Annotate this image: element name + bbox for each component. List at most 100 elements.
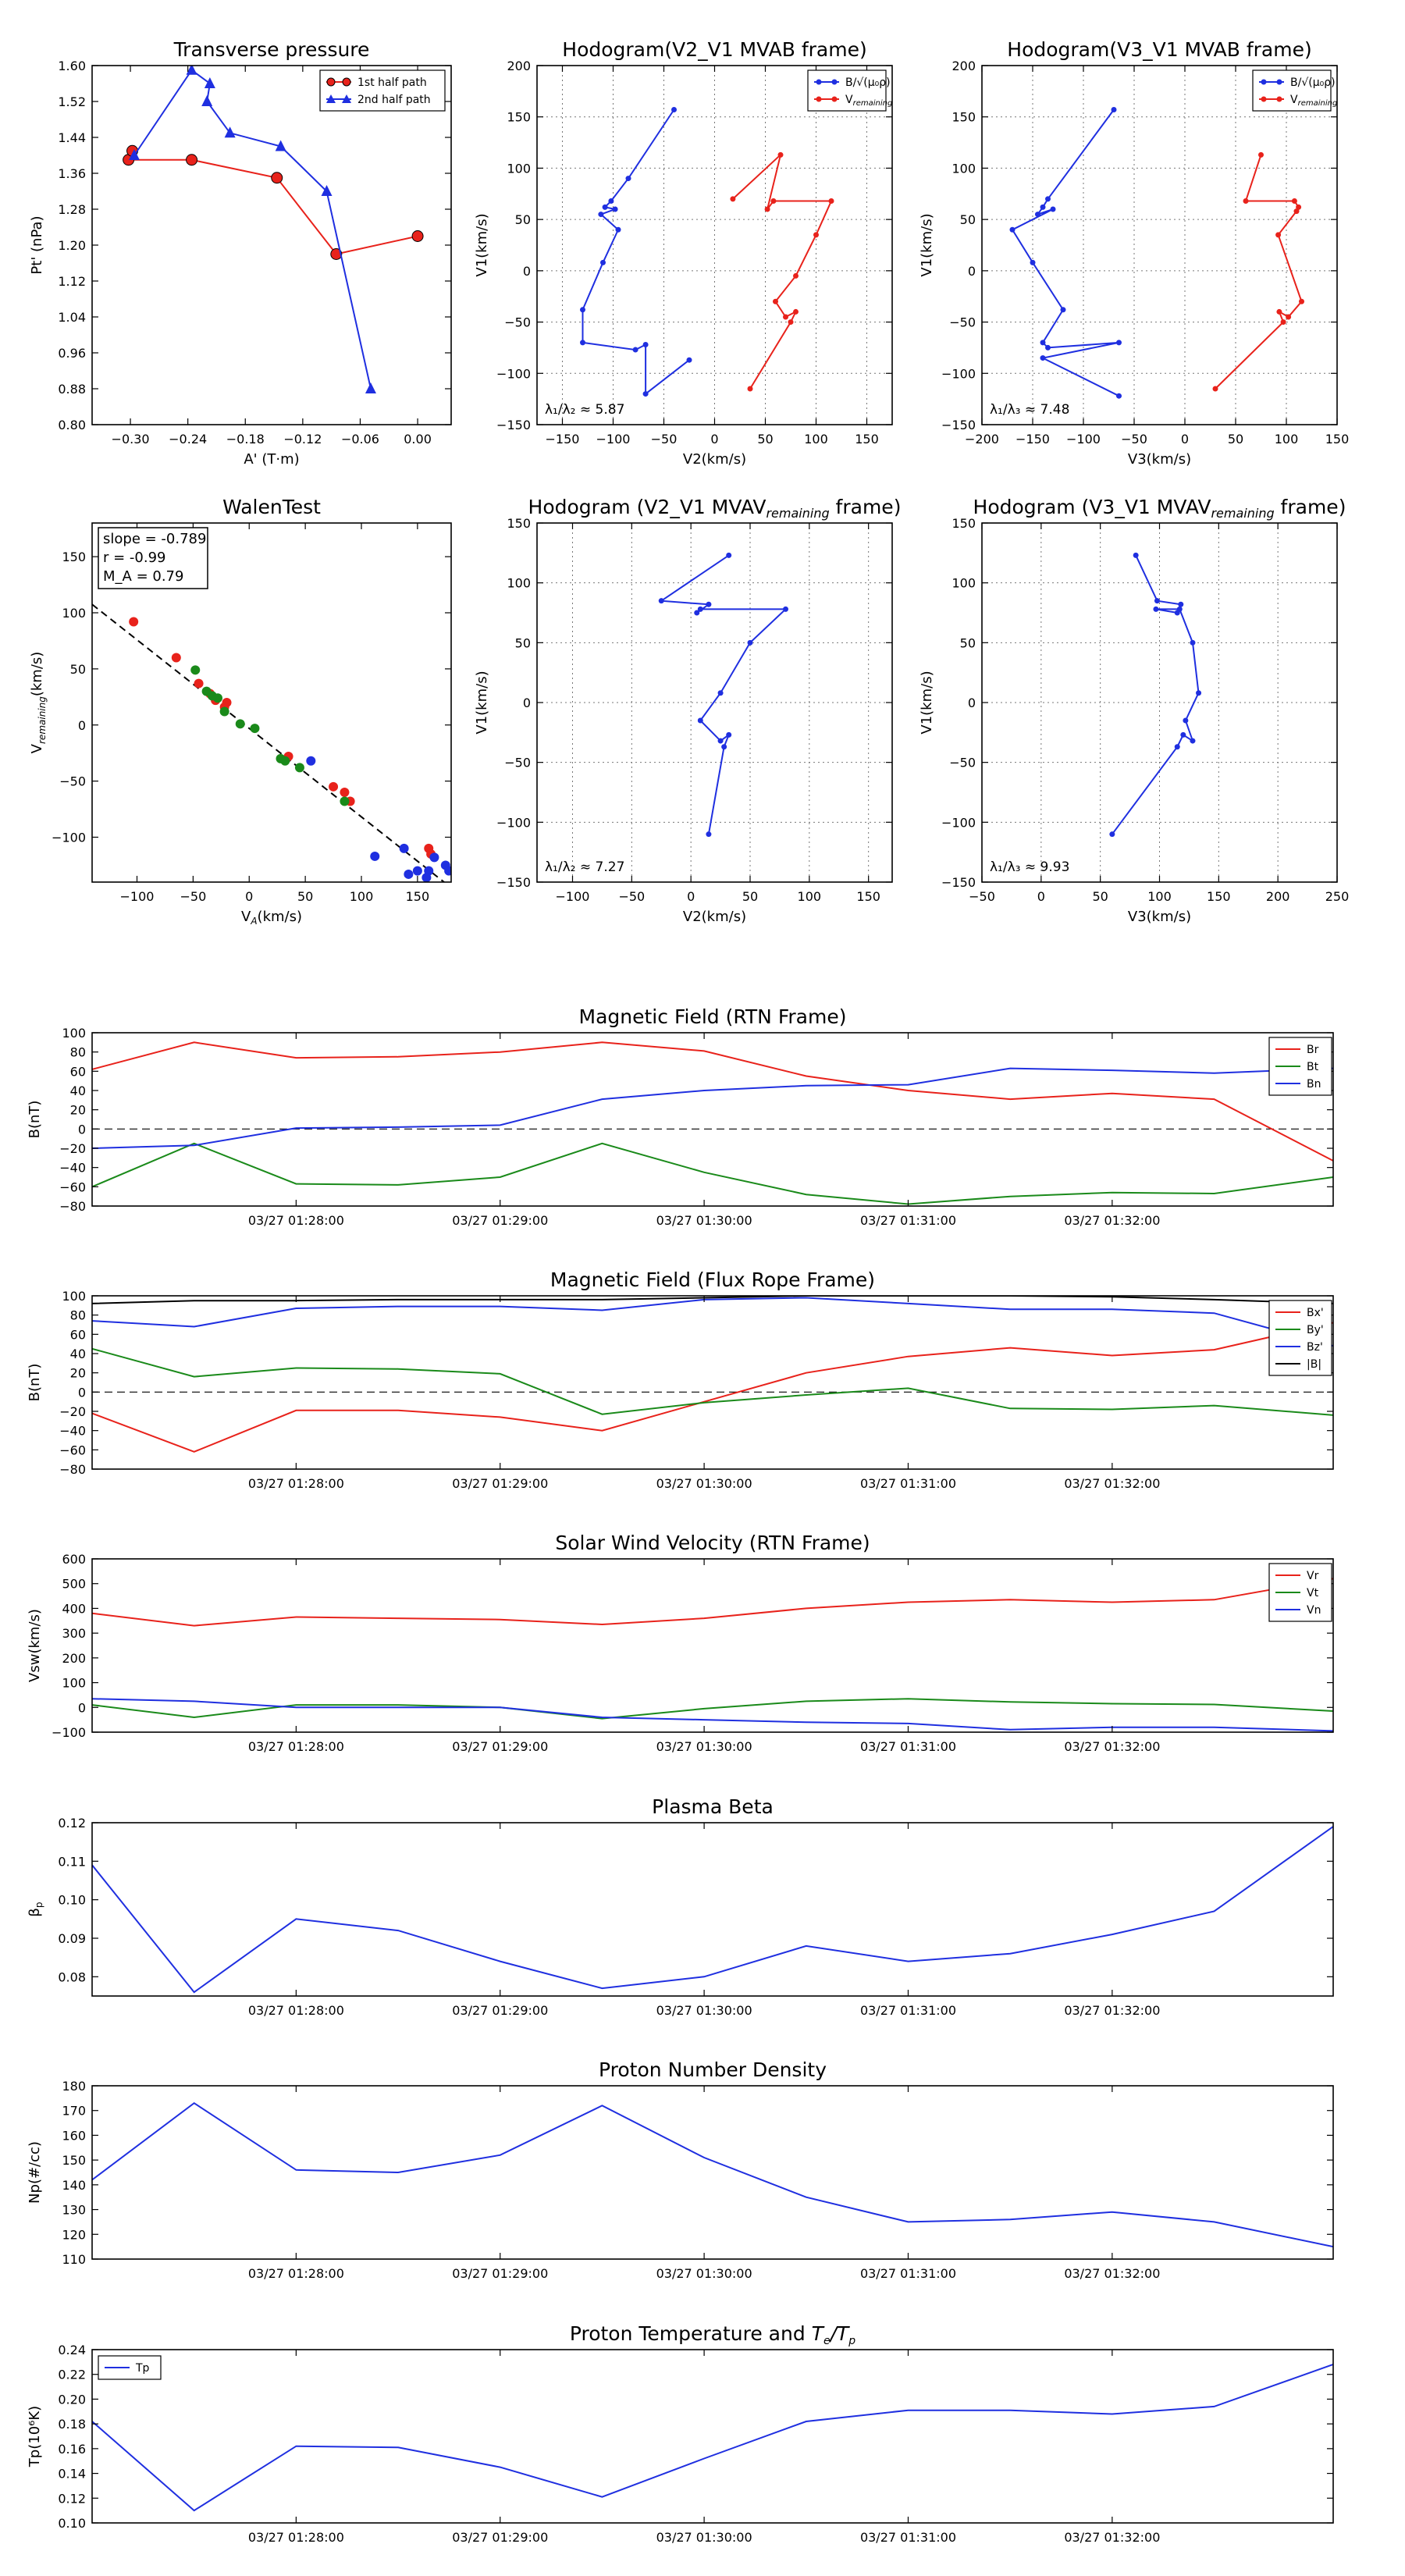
data-point: [429, 852, 439, 862]
data-point: [220, 707, 229, 717]
x-tick-label: 03/27 01:31:00: [860, 1213, 956, 1228]
x-tick-label: 0: [1181, 432, 1189, 447]
series-line-bx: [92, 1323, 1333, 1452]
y-tick-label: 0: [523, 696, 531, 710]
series-line-vr: [92, 1578, 1333, 1625]
data-point: [793, 273, 799, 279]
data-point: [400, 844, 409, 853]
data-point: [698, 718, 703, 724]
y-tick-label: 50: [960, 212, 976, 227]
y-axis-label: Vsw(km/s): [27, 1609, 43, 1682]
data-point: [773, 299, 778, 304]
x-tick-label: 03/27 01:31:00: [860, 2530, 956, 2545]
x-tick-label: 03/27 01:29:00: [452, 2530, 548, 2545]
x-tick-label: 03/27 01:31:00: [860, 2003, 956, 2018]
data-point: [783, 315, 788, 320]
y-tick-label: 0.10: [58, 2516, 86, 2531]
data-point: [1040, 340, 1046, 345]
plot-area: [92, 1042, 1333, 1204]
series-line-b: [1112, 555, 1199, 834]
data-point: [613, 207, 618, 212]
y-tick-label: 20: [70, 1366, 86, 1381]
x-tick-label: 03/27 01:31:00: [860, 2266, 956, 2281]
y-tick-label: −100: [52, 831, 86, 845]
chart-title: Hodogram (V2_V1 MVAVremaining frame): [528, 496, 902, 521]
x-tick-label: −0.12: [283, 432, 322, 447]
y-tick-label: 50: [960, 635, 976, 650]
y-tick-label: 500: [62, 1577, 86, 1592]
y-tick-label: 0: [968, 264, 976, 279]
x-tick-label: −50: [969, 889, 995, 904]
data-point: [730, 196, 735, 201]
data-point: [1153, 607, 1158, 612]
y-tick-label: −20: [59, 1404, 86, 1419]
x-axis-label: VA(km/s): [241, 909, 302, 927]
y-tick-label: 170: [62, 2104, 86, 2119]
x-tick-label: 100: [350, 889, 374, 904]
x-tick-label: 03/27 01:28:00: [248, 1213, 344, 1228]
chart-mag-flux-rope: Magnetic Field (Flux Rope Frame) 03/27 01…: [27, 1268, 1333, 1491]
y-tick-label: 80: [70, 1045, 86, 1060]
data-point: [706, 602, 711, 607]
x-tick-label: 03/27 01:32:00: [1064, 1739, 1160, 1754]
data-point: [444, 866, 454, 876]
x-tick-label: 50: [757, 432, 773, 447]
y-tick-label: 1.12: [58, 274, 86, 289]
data-point: [1286, 315, 1291, 320]
y-tick-label: 0: [523, 264, 531, 279]
y-tick-label: 0.10: [58, 1893, 86, 1908]
chart-proton-density: Proton Number Density03/27 01:28:00 03/27…: [27, 2058, 1333, 2281]
plot-area: [92, 1578, 1333, 1731]
y-tick-label: 1.36: [58, 166, 86, 181]
chart-mag-rtn: Magnetic Field (RTN Frame)03/27 01:28:00…: [27, 1005, 1333, 1228]
y-tick-label: 150: [507, 110, 531, 125]
plot-area: [92, 2103, 1333, 2247]
x-tick-label: 03/27 01:32:00: [1064, 1476, 1160, 1491]
y-axis-label: B(nT): [27, 1364, 43, 1402]
y-tick-label: 60: [70, 1327, 86, 1342]
legend-marker: [1277, 80, 1282, 85]
x-tick-label: −100: [556, 889, 590, 904]
x-tick-label: 0: [245, 889, 253, 904]
x-tick-label: −50: [1121, 432, 1147, 447]
data-point: [422, 873, 431, 882]
x-tick-label: 200: [1266, 889, 1290, 904]
data-point: [1175, 744, 1180, 749]
data-point: [1116, 393, 1122, 399]
data-point: [1045, 196, 1051, 201]
x-tick-label: 03/27 01:28:00: [248, 2266, 344, 2281]
series-line-tp: [92, 2364, 1333, 2510]
x-tick-label: 03/27 01:29:00: [452, 2266, 548, 2281]
data-point: [194, 679, 204, 688]
y-tick-label: 200: [62, 1651, 86, 1666]
y-axis-label: V1(km/s): [919, 213, 935, 276]
y-tick-label: 100: [62, 606, 86, 621]
x-tick-label: −200: [965, 432, 999, 447]
data-point: [616, 227, 621, 233]
x-tick-label: 03/27 01:28:00: [248, 2003, 344, 2018]
data-point: [1281, 319, 1286, 325]
data-point: [580, 340, 585, 345]
x-axis-label: V3(km/s): [1128, 451, 1191, 468]
legend-label: Bt: [1307, 1061, 1319, 1073]
y-tick-label: 200: [951, 59, 976, 73]
data-point: [1010, 227, 1016, 233]
x-tick-label: 03/27 01:30:00: [656, 2003, 752, 2018]
x-axis-label: V2(km/s): [683, 909, 746, 925]
y-tick-label: 200: [507, 59, 531, 73]
data-point: [1180, 732, 1186, 738]
y-tick-label: 0.20: [58, 2392, 86, 2407]
plot-area: [1010, 107, 1305, 399]
chart-walen-test: WalenTest−100 −50 0 50 100 150−100−5005010015…: [29, 496, 454, 927]
plot-frame: [92, 1823, 1333, 1996]
data-point: [1292, 198, 1297, 204]
y-tick-label: −50: [504, 315, 531, 330]
y-tick-label: 1.44: [58, 130, 86, 145]
data-point: [598, 212, 603, 217]
y-tick-label: 50: [515, 635, 531, 650]
x-tick-label: 03/27 01:30:00: [656, 2530, 752, 2545]
x-tick-label: −100: [120, 889, 155, 904]
y-tick-label: −20: [59, 1141, 86, 1156]
legend-marker: [816, 80, 822, 85]
x-tick-label: 03/27 01:31:00: [860, 1739, 956, 1754]
